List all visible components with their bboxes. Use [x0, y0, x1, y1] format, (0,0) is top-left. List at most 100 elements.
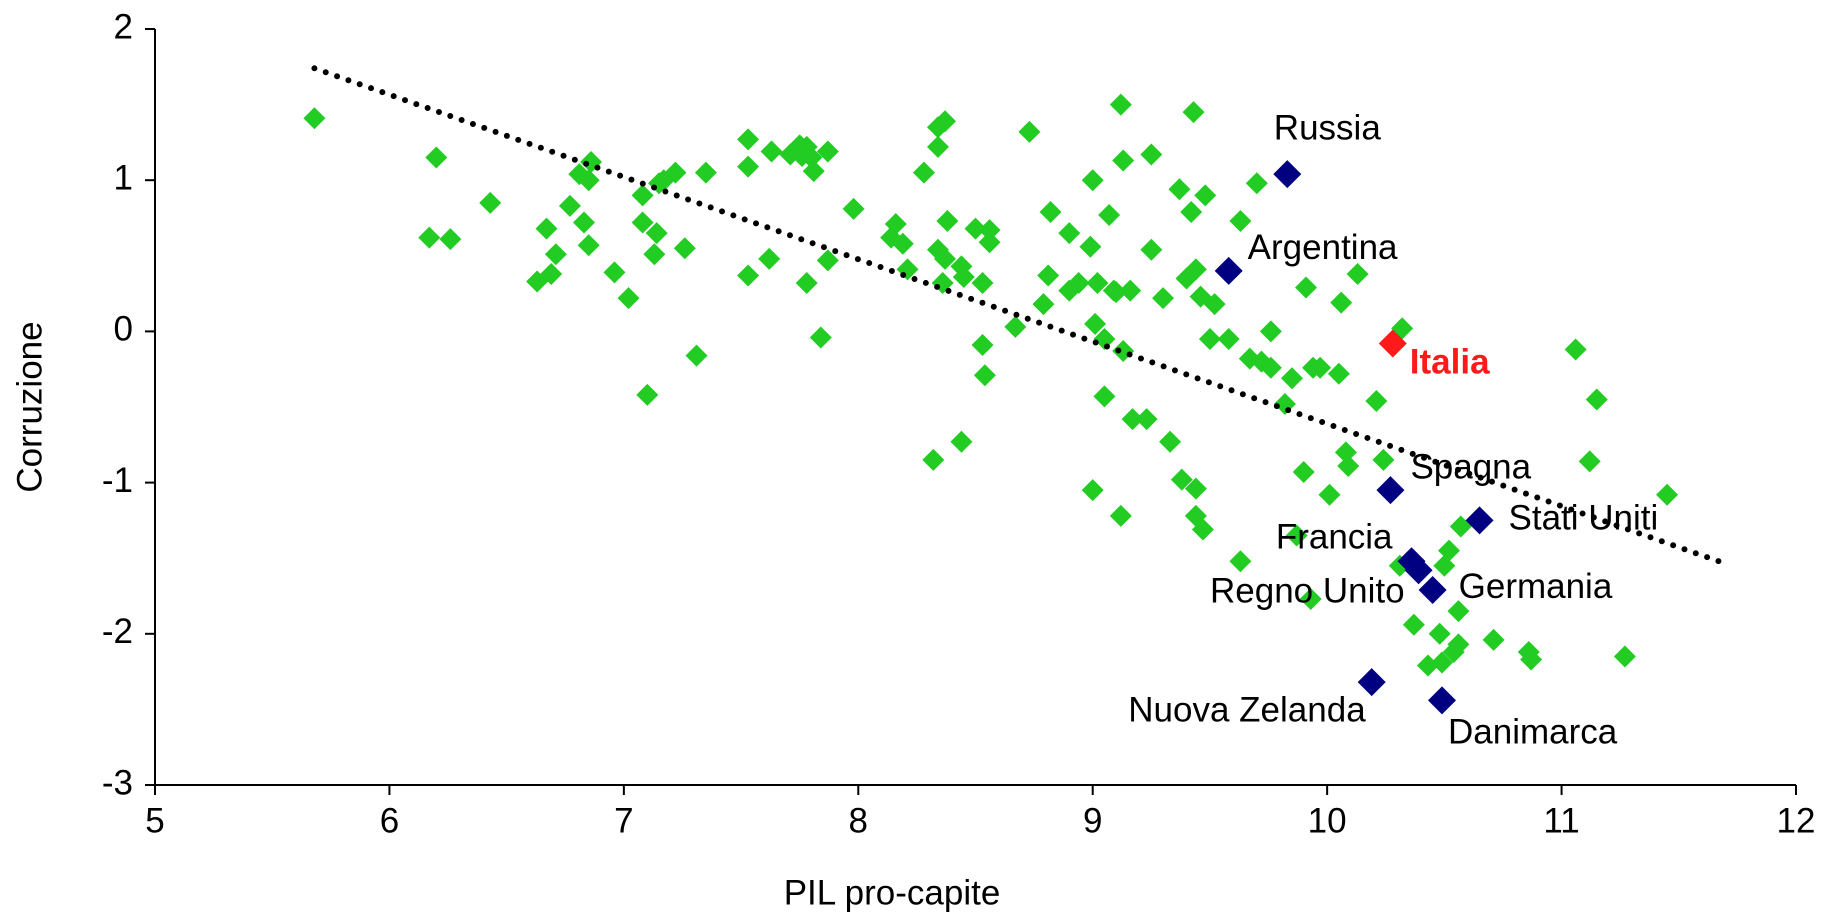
- point: [1105, 281, 1128, 304]
- point: [891, 232, 914, 255]
- highlighted-point: [1376, 476, 1405, 505]
- point: [1098, 203, 1121, 226]
- point: [1079, 235, 1102, 258]
- point: [425, 146, 448, 169]
- point: [1037, 264, 1060, 287]
- point: [636, 383, 659, 406]
- point: [1203, 293, 1226, 316]
- point: [1184, 477, 1207, 500]
- y-tick-label: 0: [114, 310, 133, 349]
- highlighted-point: [1465, 506, 1494, 535]
- point: [303, 107, 326, 130]
- point: [760, 140, 783, 163]
- point: [1334, 441, 1357, 464]
- point: [1585, 388, 1608, 411]
- point: [577, 234, 600, 257]
- point: [802, 160, 825, 183]
- point: [1299, 588, 1322, 611]
- point: [978, 231, 1001, 254]
- point: [1431, 651, 1454, 674]
- point: [795, 272, 818, 295]
- point: [1372, 448, 1395, 471]
- y-tick-label: -3: [102, 763, 133, 802]
- trend-line: [311, 65, 1722, 565]
- point: [1093, 385, 1116, 408]
- point: [1184, 258, 1207, 281]
- point: [1109, 93, 1132, 116]
- point: [1152, 287, 1175, 310]
- point: [737, 128, 760, 151]
- highlighted-point: [1214, 256, 1243, 285]
- point: [1229, 550, 1252, 573]
- point: [1613, 645, 1636, 668]
- point-label: Danimarca: [1448, 713, 1618, 752]
- highlighted-point: [1428, 686, 1457, 715]
- point: [631, 211, 654, 234]
- point: [1295, 276, 1318, 299]
- point: [800, 146, 823, 169]
- point: [1578, 450, 1601, 473]
- point: [558, 194, 581, 217]
- point: [631, 184, 654, 207]
- point: [1109, 504, 1132, 527]
- point: [809, 326, 832, 349]
- point: [971, 334, 994, 357]
- point: [1135, 408, 1158, 431]
- point: [971, 272, 994, 295]
- point: [1428, 622, 1451, 645]
- point: [1482, 628, 1505, 651]
- point: [573, 211, 596, 234]
- point: [973, 364, 996, 387]
- point: [1039, 200, 1062, 223]
- x-tick-label: 9: [1083, 801, 1102, 840]
- point: [1191, 518, 1214, 541]
- point: [964, 217, 987, 240]
- point-label: Italia: [1410, 343, 1490, 382]
- point: [418, 226, 441, 249]
- point: [1292, 461, 1315, 484]
- point-label: Argentina: [1248, 228, 1398, 267]
- point: [1159, 430, 1182, 453]
- point: [1346, 262, 1369, 285]
- point: [479, 191, 502, 214]
- point: [926, 238, 949, 261]
- highlighted-point: [1404, 556, 1433, 585]
- point: [685, 344, 708, 367]
- point: [1447, 600, 1470, 623]
- point: [540, 262, 563, 285]
- point: [694, 161, 717, 184]
- point: [758, 247, 781, 270]
- point: [645, 222, 668, 245]
- point: [1245, 172, 1268, 195]
- x-tick-label: 11: [1543, 801, 1579, 840]
- x-tick-label: 10: [1308, 801, 1347, 840]
- point: [577, 169, 600, 192]
- point: [1093, 327, 1116, 350]
- point-label: Regno Unito: [1210, 572, 1405, 611]
- point-label: Nuova Zelanda: [1128, 690, 1366, 729]
- point: [643, 243, 666, 266]
- point: [1280, 367, 1303, 390]
- y-tick-label: -2: [102, 612, 133, 651]
- point: [1259, 320, 1282, 343]
- point: [1318, 483, 1341, 506]
- x-tick-label: 12: [1777, 801, 1816, 840]
- point: [1140, 238, 1163, 261]
- point: [1081, 479, 1104, 502]
- point: [884, 213, 907, 236]
- point: [673, 237, 696, 260]
- point: [1032, 293, 1055, 316]
- point: [1084, 312, 1107, 335]
- point: [950, 430, 973, 453]
- point: [1004, 315, 1027, 338]
- y-tick-label: 1: [114, 158, 133, 197]
- point: [934, 110, 957, 133]
- point: [439, 228, 462, 251]
- point: [922, 448, 945, 471]
- point: [1330, 291, 1353, 314]
- highlighted-point: [1357, 668, 1386, 697]
- point: [1309, 356, 1332, 379]
- point: [1058, 222, 1081, 245]
- point: [737, 264, 760, 287]
